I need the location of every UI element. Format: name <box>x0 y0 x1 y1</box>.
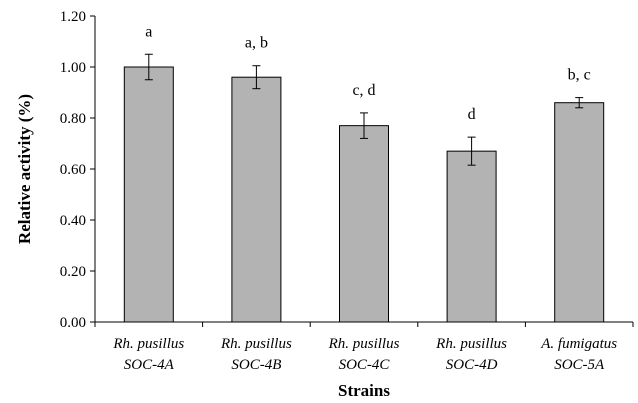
x-category-label: SOC-5A <box>554 357 605 373</box>
bar <box>231 76 282 323</box>
bar <box>123 66 174 323</box>
x-axis-title: Strains <box>338 381 390 400</box>
y-axis-title: Relative activity (%) <box>15 94 34 244</box>
x-category-label: Rh. pusillus <box>328 336 400 352</box>
y-tick-label: 1.00 <box>60 60 86 76</box>
significance-label: a <box>145 23 152 40</box>
bar <box>446 150 497 323</box>
y-tick-label: 0.20 <box>60 264 86 280</box>
significance-label: b, c <box>568 67 591 84</box>
significance-labels: a a, b c, d d b, c <box>145 23 591 123</box>
significance-label: a, b <box>245 35 268 52</box>
x-category-label: SOC-4A <box>124 357 175 373</box>
y-tick-label: 0.40 <box>60 213 86 229</box>
x-category-label: Rh. pusillus <box>435 336 507 352</box>
y-axis-ticks: 0.00 0.20 0.40 0.60 0.80 1.00 1.20 <box>60 9 95 331</box>
x-category-label: SOC-4D <box>446 357 498 373</box>
y-tick-label: 0.60 <box>60 162 86 178</box>
bar <box>554 102 605 323</box>
error-bars <box>144 53 584 166</box>
axes <box>94 16 633 323</box>
x-axis-ticks: Rh. pusillus SOC-4A Rh. pusillus SOC-4B Rh. … <box>94 322 634 373</box>
x-category-label: SOC-4B <box>231 357 281 373</box>
y-tick-label: 0.00 <box>60 315 86 331</box>
x-category-label: SOC-4C <box>339 357 391 373</box>
y-tick-label: 0.80 <box>60 111 86 127</box>
bars <box>123 66 605 323</box>
y-tick-label: 1.20 <box>60 9 86 25</box>
x-category-label: Rh. pusillus <box>112 336 184 352</box>
bar <box>339 125 389 323</box>
x-category-label: A. fumigatus <box>540 336 617 352</box>
x-category-label: Rh. pusillus <box>220 336 292 352</box>
significance-label: d <box>468 106 476 123</box>
significance-label: c, d <box>352 82 375 99</box>
